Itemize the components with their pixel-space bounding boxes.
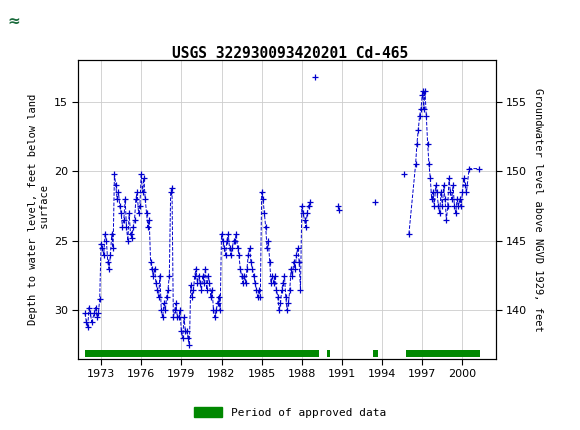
Text: USGS 322930093420201 Cd-465: USGS 322930093420201 Cd-465	[172, 46, 408, 61]
Text: USGS: USGS	[9, 11, 64, 29]
Text: ≈: ≈	[7, 14, 20, 29]
Y-axis label: Groundwater level above NGVD 1929, feet: Groundwater level above NGVD 1929, feet	[533, 88, 543, 332]
Y-axis label: Depth to water level, feet below land
 surface: Depth to water level, feet below land su…	[28, 94, 50, 325]
Bar	[3, 4, 23, 41]
Legend: Period of approved data: Period of approved data	[190, 403, 390, 422]
